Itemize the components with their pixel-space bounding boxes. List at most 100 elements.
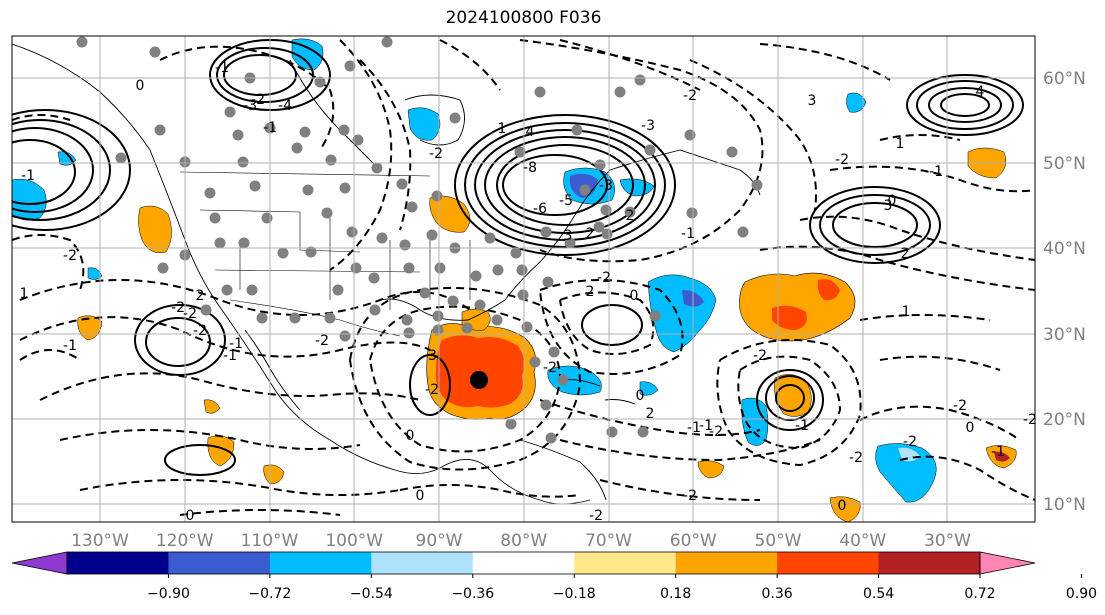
contour-label: -6 [533,201,547,217]
contour-label: -2 [849,450,863,466]
pacific-negative [12,178,47,221]
lon-tick-label: 80°W [500,531,547,551]
contour-label: -4 [278,98,292,114]
contour-label: 2 [626,208,635,224]
contour-label: 1 [20,286,29,302]
contour-label: -3 [599,178,613,194]
colorbar-segment [67,552,169,574]
contour-label: -1 [223,348,237,364]
colorbar-segment [472,552,575,574]
longitude-labels: 130°W 120°W 110°W 100°W 90°W 80°W 70°W 60°W 50°W… [71,531,971,551]
contour-label: -2 [315,333,329,349]
contour-label: 3 [884,198,893,214]
lat-tick-label: 10°N [1043,495,1086,515]
storm-center-marker [470,371,488,389]
colorbar-segment [168,552,271,574]
contour-label: -5 [559,193,573,209]
contour-label: 0 [136,78,145,94]
tropical-positive [829,496,861,522]
contour-label: -2 [709,424,723,440]
atlantic-strong-anomaly-2 [817,279,840,301]
map-frame [11,35,1036,523]
lat-tick-label: 30°N [1043,325,1086,345]
colorbar-tick-label: −0.18 [553,586,596,602]
contour-label: -1 [21,168,35,184]
lon-tick-label: 110°W [241,531,299,551]
rockies-positive [138,205,172,253]
caribbean-negative-small [639,381,659,396]
contour-label: 1 [902,304,911,320]
contour-label: -1 [795,418,809,434]
pacific-positive-4 [203,399,221,414]
contour-label: -2 [903,434,917,450]
contour-label: 2 [586,284,595,300]
lon-tick-label: 90°W [416,531,463,551]
lat-tick-label: 40°N [1043,239,1086,259]
contour-label: 2 [196,288,205,304]
lat-tick-label: 60°N [1043,69,1086,89]
east-atlantic-strong [994,451,1010,462]
coastlines [12,43,761,505]
colorbar-tick-label: 0.72 [964,586,995,602]
lon-tick-label: 130°W [71,531,129,551]
contour-label: -2 [63,248,77,264]
contour-label: 0 [966,420,975,436]
lon-tick-label: 70°W [585,531,632,551]
colorbar-min-extend [11,551,68,575]
lat-tick-label: 20°N [1043,410,1086,430]
contour-label: -2 [753,348,767,364]
pacific-positive-1 [77,315,103,341]
pacific-negative-2 [87,267,103,280]
contour-label: 0 [636,388,645,404]
colorbar-segment [269,552,372,574]
contour-label: 3 [808,93,817,109]
caribbean-positive [697,460,725,479]
colorbar-segment [371,552,474,574]
contour-label: -2 [183,306,197,322]
colorbar-frame [66,551,981,575]
contour-label: 2 [586,226,595,242]
contour-label: 0 [186,508,195,524]
contour-label: -2 [425,382,439,398]
contour-label: -1 [263,120,277,136]
contour-label: -8 [523,160,537,176]
contour-label: -2 [429,146,443,162]
colorbar-segment [878,552,981,574]
contour-label: -2 [835,152,849,168]
colorbar: −0.90 −0.72 −0.54 −0.36 −0.18 0.18 0.36 0.54 0.7… [11,551,1097,602]
contour-label: -1 [699,418,713,434]
eastern-atlantic-negative [875,443,937,503]
lon-tick-label: 120°W [156,531,214,551]
map-title: 2024100800 F036 [445,8,602,28]
pacific-positive-2 [207,435,235,467]
contour-label: 2 [901,246,910,262]
contour-label: -2 [193,323,207,339]
contour-label: -2 [683,488,697,504]
atlantic-strong-anomaly [772,305,807,330]
contour-label: -1 [63,338,77,354]
caribbean-negative-anomaly [547,365,602,396]
contour-label: -3 [243,98,257,114]
contour-label: -2 [953,398,967,414]
lon-tick-label: 50°W [755,531,802,551]
graticule [12,36,1035,522]
lon-tick-label: 30°W [924,531,971,551]
contour-label: 0 [630,288,639,304]
lon-tick-label: 100°W [325,531,383,551]
contour-label: 4 [976,84,985,100]
contour-label: 0 [406,428,415,444]
observation-points [76,36,763,444]
contour-label: -2 [171,300,185,316]
contour-label: -1 [229,336,243,352]
contour-label: -2 [683,88,697,104]
positive-contours [12,39,1024,476]
colorbar-tick-label: −0.72 [248,586,291,602]
contour-label: 2 [646,406,655,422]
north-atlantic-negative [846,92,867,113]
contour-label: -2 [589,508,603,524]
contour-label: -3 [641,118,655,134]
contour-label: -1 [991,444,1005,460]
contour-label: -2 [543,360,557,376]
contour-label: -1 [687,420,701,436]
